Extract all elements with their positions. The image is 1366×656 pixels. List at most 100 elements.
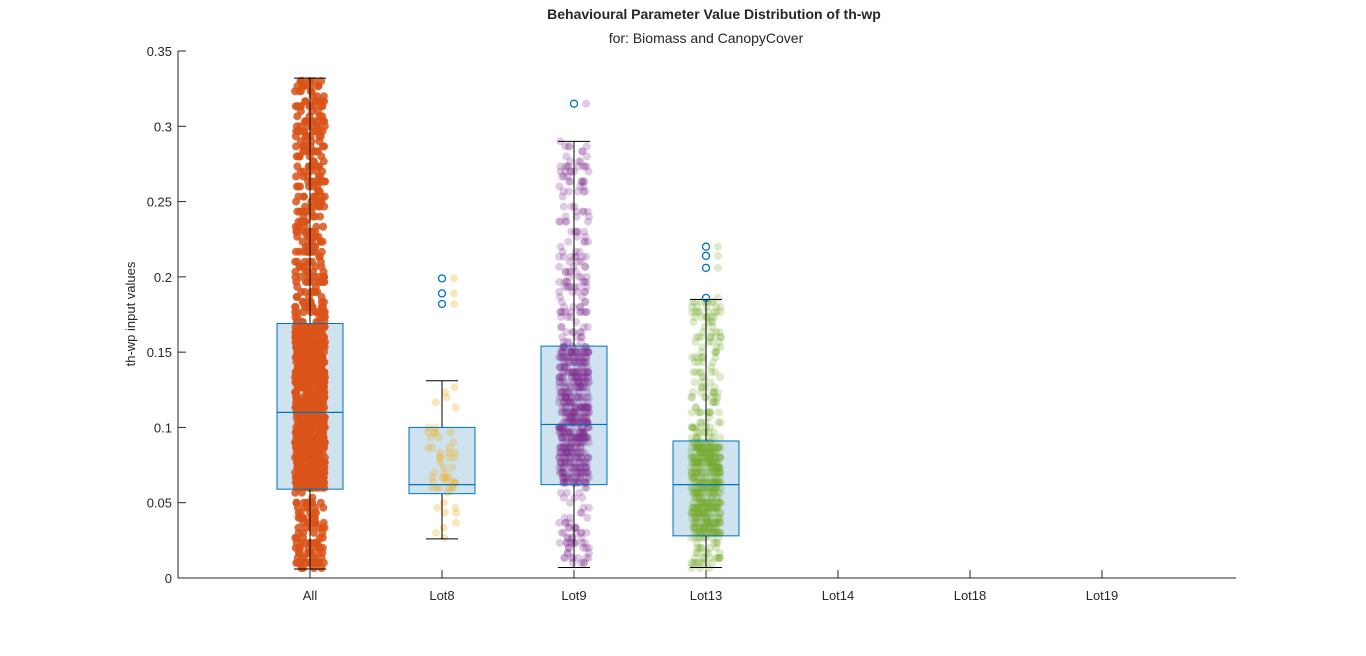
data-point	[575, 468, 584, 477]
data-point	[570, 358, 579, 367]
data-point	[575, 458, 584, 467]
data-point	[424, 443, 433, 452]
outlier-marker	[701, 251, 711, 260]
data-point	[318, 548, 327, 557]
data-point	[699, 523, 708, 532]
data-point	[703, 458, 712, 467]
data-point	[695, 523, 704, 532]
data-point	[582, 483, 591, 492]
data-point	[577, 363, 586, 372]
data-point	[577, 328, 586, 337]
data-point	[693, 503, 702, 512]
data-point	[555, 463, 564, 472]
data-point	[708, 358, 717, 367]
data-point	[556, 378, 565, 387]
data-point	[427, 443, 436, 452]
data-point	[569, 368, 577, 377]
data-point	[694, 483, 703, 492]
data-point	[565, 142, 574, 151]
data-point	[704, 408, 713, 417]
data-point	[711, 448, 719, 457]
data-point	[315, 197, 324, 206]
data-point	[707, 498, 716, 507]
data-point	[312, 308, 321, 316]
data-point	[703, 313, 712, 321]
data-point	[695, 423, 704, 432]
data-point	[452, 508, 461, 517]
data-point	[699, 443, 708, 452]
data-point	[580, 458, 589, 467]
data-point	[578, 423, 587, 432]
data-point	[690, 473, 699, 482]
data-point	[693, 523, 702, 532]
data-point	[575, 413, 584, 422]
data-point	[697, 488, 706, 497]
data-point	[567, 438, 576, 447]
data-point	[576, 463, 584, 472]
data-point	[555, 453, 564, 462]
data-point	[573, 227, 582, 236]
data-point	[556, 488, 565, 497]
data-point	[561, 358, 570, 367]
data-point	[575, 473, 584, 482]
data-point	[561, 518, 570, 527]
data-point	[713, 393, 722, 402]
data-point	[689, 498, 697, 507]
data-point	[315, 137, 324, 146]
data-point	[706, 443, 715, 452]
data-point	[715, 328, 724, 337]
data-point	[556, 353, 565, 362]
data-point	[711, 503, 720, 512]
data-point	[570, 523, 579, 532]
data-point	[582, 408, 590, 417]
data-point	[576, 383, 585, 392]
data-point	[705, 458, 714, 467]
data-point	[561, 393, 570, 402]
data-point	[563, 363, 572, 372]
data-point	[292, 172, 301, 181]
data-point	[576, 443, 585, 452]
data-point	[292, 142, 301, 151]
data-point	[693, 453, 702, 462]
data-point	[575, 488, 584, 497]
data-point	[297, 77, 306, 86]
data-point	[580, 403, 589, 412]
data-point	[432, 528, 440, 537]
data-point	[297, 368, 306, 377]
data-point	[705, 413, 714, 422]
data-point	[578, 147, 587, 156]
data-point	[320, 368, 329, 377]
data-point	[561, 518, 570, 527]
data-point	[690, 508, 698, 517]
data-point	[581, 483, 590, 492]
data-point	[712, 483, 721, 492]
data-point	[299, 463, 308, 472]
data-point	[703, 448, 712, 457]
data-point	[705, 518, 714, 527]
data-point	[691, 463, 700, 472]
x-tick-label: Lot8	[429, 588, 454, 603]
data-point	[690, 523, 699, 532]
data-point	[444, 453, 453, 462]
data-point	[697, 348, 706, 357]
data-point	[576, 403, 585, 412]
data-point	[715, 473, 724, 482]
data-point	[568, 373, 577, 382]
data-point	[293, 282, 302, 291]
data-point	[584, 408, 593, 417]
data-point	[689, 368, 698, 377]
data-point	[697, 483, 706, 492]
data-point	[555, 538, 564, 547]
data-point	[305, 398, 314, 407]
data-point	[565, 383, 574, 392]
data-point	[704, 428, 713, 437]
data-point	[710, 308, 719, 316]
data-point	[576, 408, 585, 417]
data-point	[313, 418, 322, 427]
data-point	[702, 518, 711, 527]
data-point	[560, 398, 568, 407]
chart-title: Behavioural Parameter Value Distribution…	[547, 6, 881, 22]
data-point	[691, 403, 700, 412]
x-tick-label: Lot18	[954, 588, 987, 603]
data-point	[576, 468, 585, 477]
